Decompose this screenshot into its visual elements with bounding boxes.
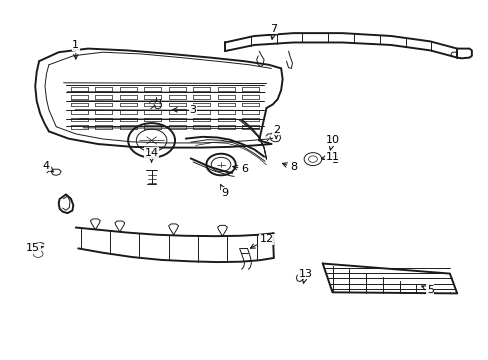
Text: 2: 2: [272, 125, 279, 138]
Text: 3: 3: [172, 105, 196, 115]
Text: 10: 10: [325, 135, 339, 150]
Text: 7: 7: [270, 24, 277, 39]
Text: 12: 12: [250, 234, 273, 248]
Text: 14: 14: [144, 148, 158, 162]
Text: 15: 15: [26, 243, 43, 253]
Text: 13: 13: [298, 269, 312, 283]
Text: 8: 8: [282, 162, 296, 172]
Text: 4: 4: [43, 161, 53, 172]
Text: 11: 11: [321, 152, 339, 162]
Text: 1: 1: [72, 40, 79, 59]
Text: 6: 6: [232, 164, 247, 174]
Text: 5: 5: [421, 285, 433, 295]
Text: 9: 9: [220, 184, 228, 198]
